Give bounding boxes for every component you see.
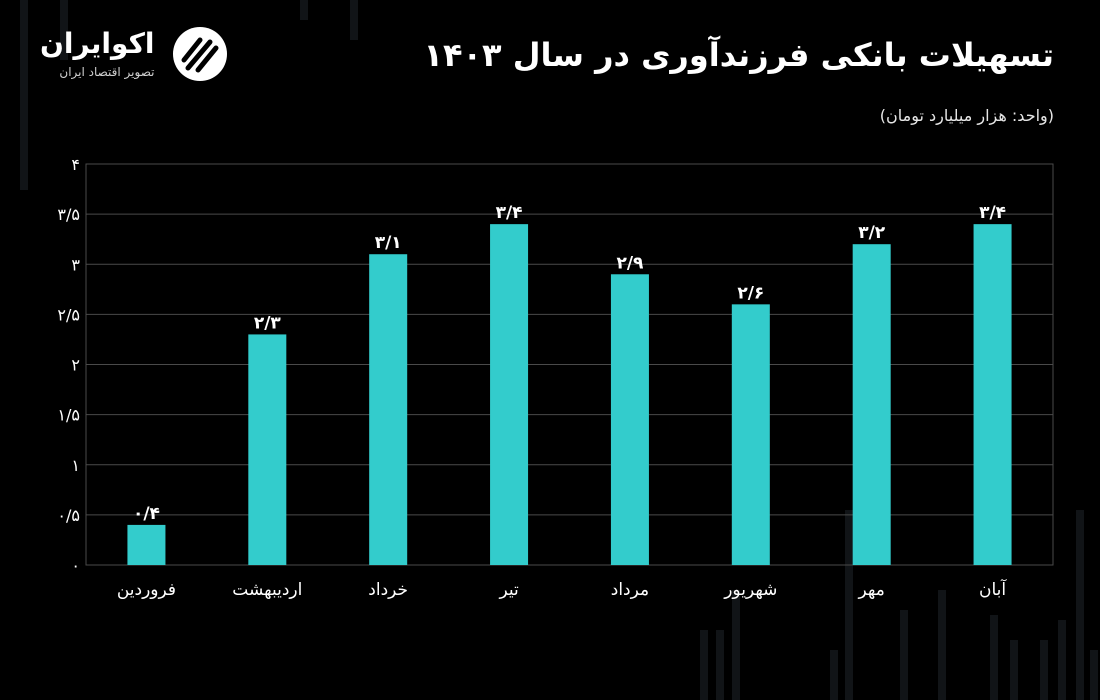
y-tick-label: ۱/۵	[57, 406, 80, 425]
bar	[731, 304, 770, 565]
background-column	[990, 615, 998, 700]
background-column	[1090, 650, 1098, 700]
brand-text: اکوایران تصویر اقتصاد ایران	[40, 28, 154, 80]
bar	[610, 274, 649, 565]
x-tick-label: آبان	[979, 578, 1007, 600]
x-tick-label: تیر	[498, 580, 519, 600]
background-column	[60, 0, 68, 60]
chart-title: تسهیلات بانکی فرزندآوری در سال ۱۴۰۳	[423, 36, 1054, 74]
bar	[490, 224, 529, 565]
y-tick-label: ۳	[71, 255, 80, 274]
y-tick-label: ۲/۵	[57, 305, 80, 324]
brand-tagline: تصویر اقتصاد ایران	[59, 65, 155, 79]
background-column	[1076, 510, 1084, 700]
y-tick-label: ۰/۵	[57, 506, 80, 525]
bar-value-label: ۳/۲	[858, 223, 886, 243]
y-tick-label: ۱	[71, 456, 80, 475]
brand-logo: اکوایران تصویر اقتصاد ایران	[40, 24, 230, 84]
brand-name: اکوایران	[40, 27, 155, 60]
background-column	[830, 650, 838, 700]
bar	[369, 254, 408, 565]
bar-value-label: ۳/۴	[496, 203, 523, 223]
x-tick-label: اردیبهشت	[232, 580, 302, 600]
background-column	[938, 590, 946, 700]
x-tick-label: خرداد	[368, 580, 408, 600]
bar-value-label: ۲/۳	[254, 313, 282, 333]
bar	[248, 334, 287, 565]
background-column	[700, 630, 708, 700]
y-tick-label: ۲	[71, 356, 80, 375]
unit-note: (واحد: هزار میلیارد تومان)	[879, 106, 1054, 125]
x-tick-label: مرداد	[611, 580, 649, 600]
bar-value-label: ۲/۶	[737, 283, 764, 303]
brand-mark-icon	[173, 27, 228, 81]
y-tick-label: ۴	[71, 155, 80, 174]
background-column	[1040, 640, 1048, 700]
background-column	[716, 630, 724, 700]
background-column	[20, 0, 28, 190]
background-column	[350, 0, 358, 40]
background-column	[1058, 620, 1066, 700]
bar-value-label: ۲/۹	[616, 253, 644, 273]
x-tick-label: مهر	[858, 580, 885, 600]
y-tick-label: ۳/۵	[57, 205, 80, 224]
bar	[973, 224, 1012, 565]
bar	[127, 524, 166, 565]
bar-value-label: ۰/۴	[133, 504, 160, 524]
background-column	[732, 590, 740, 700]
bar-value-label: ۳/۱	[375, 233, 402, 253]
x-tick-label: فروردین	[117, 580, 176, 600]
background-column	[1010, 640, 1018, 700]
background-column	[300, 0, 308, 20]
background-column	[845, 510, 853, 700]
bar-value-label: ۳/۴	[979, 203, 1006, 223]
y-tick-label: ۰	[71, 556, 80, 575]
background-column	[900, 610, 908, 700]
bar	[852, 244, 891, 565]
x-tick-label: شهریور	[723, 580, 777, 600]
